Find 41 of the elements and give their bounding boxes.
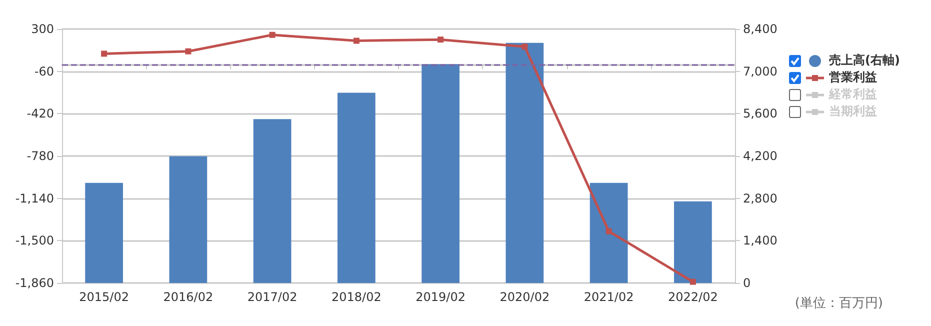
x-tick-label: 2016/02: [163, 290, 214, 304]
y2-tick-label: 0: [743, 276, 751, 290]
point: [185, 48, 192, 54]
point: [522, 44, 528, 50]
point: [690, 278, 696, 285]
legend-label: 売上高(右軸): [829, 52, 900, 69]
y2-tick-label: 8,400: [743, 22, 778, 36]
x-tick-label: 2018/02: [332, 290, 382, 304]
y-tick-label: -780: [26, 149, 54, 163]
y2-tick-label: 5,600: [743, 106, 778, 121]
y-tick-label: -60: [34, 64, 54, 78]
x-tick-label: 2020/02: [500, 290, 550, 304]
legend-label: 営業利益: [829, 69, 877, 86]
x-tick-label: 2022/02: [668, 290, 718, 304]
bar: [169, 156, 208, 283]
text: (単位：百万円): [794, 296, 884, 311]
y2-tick-label: 7,000: [743, 64, 778, 78]
y-tick-label: 300: [31, 22, 54, 36]
x-tick-label: 2019/02: [416, 290, 466, 304]
y-tick-label: -1,500: [15, 234, 54, 248]
point: [101, 50, 108, 57]
x-tick-label: 2017/02: [247, 290, 298, 304]
bar: [422, 64, 460, 283]
y2-tick-label: 4,200: [743, 149, 778, 163]
bar: [590, 182, 628, 283]
bar: [674, 201, 712, 283]
point: [606, 228, 612, 234]
y-tick-label: -1,860: [15, 276, 54, 290]
y-tick-label: -1,140: [15, 191, 54, 206]
bar: [253, 119, 292, 283]
bar: [85, 182, 123, 283]
y2-tick-label: 2,800: [743, 191, 778, 206]
y-tick-label: -420: [26, 106, 54, 121]
bar: [338, 92, 376, 283]
y2-tick-label: 1,400: [743, 234, 778, 248]
x-tick-label: 2015/02: [79, 290, 129, 304]
x-tick-label: 2021/02: [584, 290, 634, 304]
bar: [506, 42, 544, 283]
point: [353, 38, 360, 44]
point: [269, 32, 276, 38]
point: [438, 36, 444, 43]
